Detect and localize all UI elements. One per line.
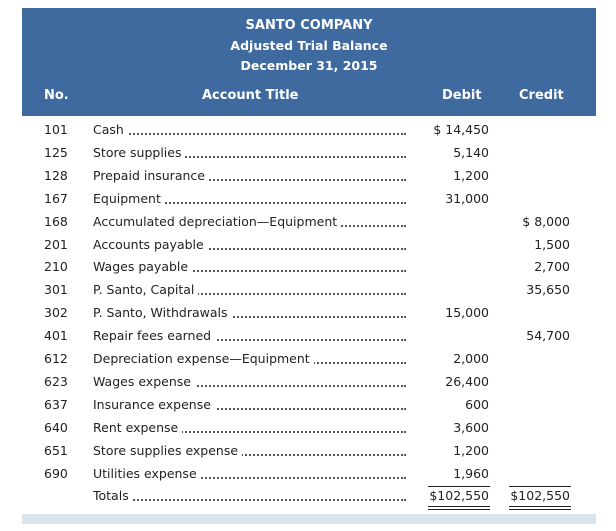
account-title: Wages expense [93, 373, 195, 390]
account-title: Utilities expense [93, 465, 201, 482]
account-title: Equipment [93, 190, 165, 207]
leader-dots [102, 133, 406, 135]
debit: 600 [465, 396, 489, 412]
double-rule [509, 506, 571, 508]
debit: 15,000 [445, 305, 489, 321]
debit: $102,550 [429, 488, 489, 504]
title: Adjusted Trial Balance [230, 38, 388, 53]
leader-dots [102, 293, 406, 296]
footer-bar [22, 514, 596, 524]
column-header: Account Title [202, 88, 299, 103]
account-number: 651 [44, 442, 68, 458]
account-number: 128 [44, 167, 68, 183]
account-number: 101 [44, 122, 68, 137]
date: December 31, 2015 [240, 58, 378, 73]
debit: 2,000 [453, 351, 489, 366]
account-number: 690 [44, 465, 68, 481]
leader-dots [102, 453, 406, 456]
credit: 35,650 [526, 282, 570, 298]
account-title: Store supplies [93, 144, 186, 161]
leader-dots [102, 430, 406, 433]
column-header: Credit [519, 88, 564, 103]
account-number: 302 [44, 305, 68, 321]
account-title: Rent expense [93, 419, 183, 436]
account-title: Prepaid insurance [93, 167, 209, 184]
double-rule [509, 509, 571, 511]
account-number: 612 [44, 351, 68, 366]
debit: 5,140 [453, 144, 489, 160]
credit: 54,700 [526, 328, 570, 344]
double-rule [428, 506, 490, 508]
leader-dots [102, 384, 406, 387]
credit: 1,500 [534, 236, 570, 252]
account-title: Insurance expense [93, 396, 215, 413]
leader-dots [102, 178, 406, 181]
credit: $102,550 [510, 488, 570, 504]
account-title: Store supplies expense [93, 442, 243, 459]
account-number: 637 [44, 396, 68, 412]
account-title: Totals [93, 488, 133, 505]
account-title: Accumulated depreciation—Equipment [93, 213, 342, 230]
account-number: 167 [44, 190, 68, 206]
account-number: 401 [44, 328, 68, 344]
column-header: No. [44, 88, 69, 103]
account-title: Accounts payable [93, 236, 208, 253]
account-number: 623 [44, 373, 68, 389]
header: SANTO COMPANY Adjusted Trial Balance Dec… [22, 8, 596, 116]
account-number: 125 [44, 144, 68, 160]
debit: 1,960 [453, 465, 489, 481]
leader-dots [102, 201, 406, 204]
leader-dots [102, 499, 406, 502]
double-rule [428, 509, 490, 511]
leader-dots [102, 339, 406, 342]
leader-dots [102, 316, 406, 319]
column-header: Debit [442, 88, 482, 103]
debit: 26,400 [445, 373, 489, 389]
debit: $ 14,450 [433, 122, 489, 137]
debit: 1,200 [453, 442, 489, 458]
leader-dots [102, 476, 406, 479]
account-title: Depreciation expense—Equipment [93, 351, 314, 367]
trial-balance: SANTO COMPANY Adjusted Trial Balance Dec… [22, 8, 596, 524]
account-number: 640 [44, 419, 68, 435]
leader-dots [102, 155, 406, 158]
account-title: Cash [93, 122, 128, 138]
credit: $ 8,000 [522, 213, 570, 229]
leader-dots [102, 407, 406, 410]
account-title: Wages payable [93, 259, 193, 276]
company: SANTO COMPANY [245, 18, 373, 33]
account-number: 210 [44, 259, 68, 275]
account-number: 168 [44, 213, 68, 229]
account-number: 301 [44, 282, 68, 298]
debit: 1,200 [453, 167, 489, 183]
account-title: P. Santo, Withdrawals [93, 305, 232, 322]
account-title: P. Santo, Capital [93, 282, 199, 299]
sum-rule [509, 486, 571, 488]
credit: 2,700 [534, 259, 570, 275]
debit: 31,000 [445, 190, 489, 206]
leader-dots [102, 270, 406, 273]
account-number: 201 [44, 236, 68, 252]
debit: 3,600 [453, 419, 489, 435]
account-title: Repair fees earned [93, 328, 216, 345]
leader-dots [102, 247, 406, 250]
sum-rule [428, 486, 490, 488]
